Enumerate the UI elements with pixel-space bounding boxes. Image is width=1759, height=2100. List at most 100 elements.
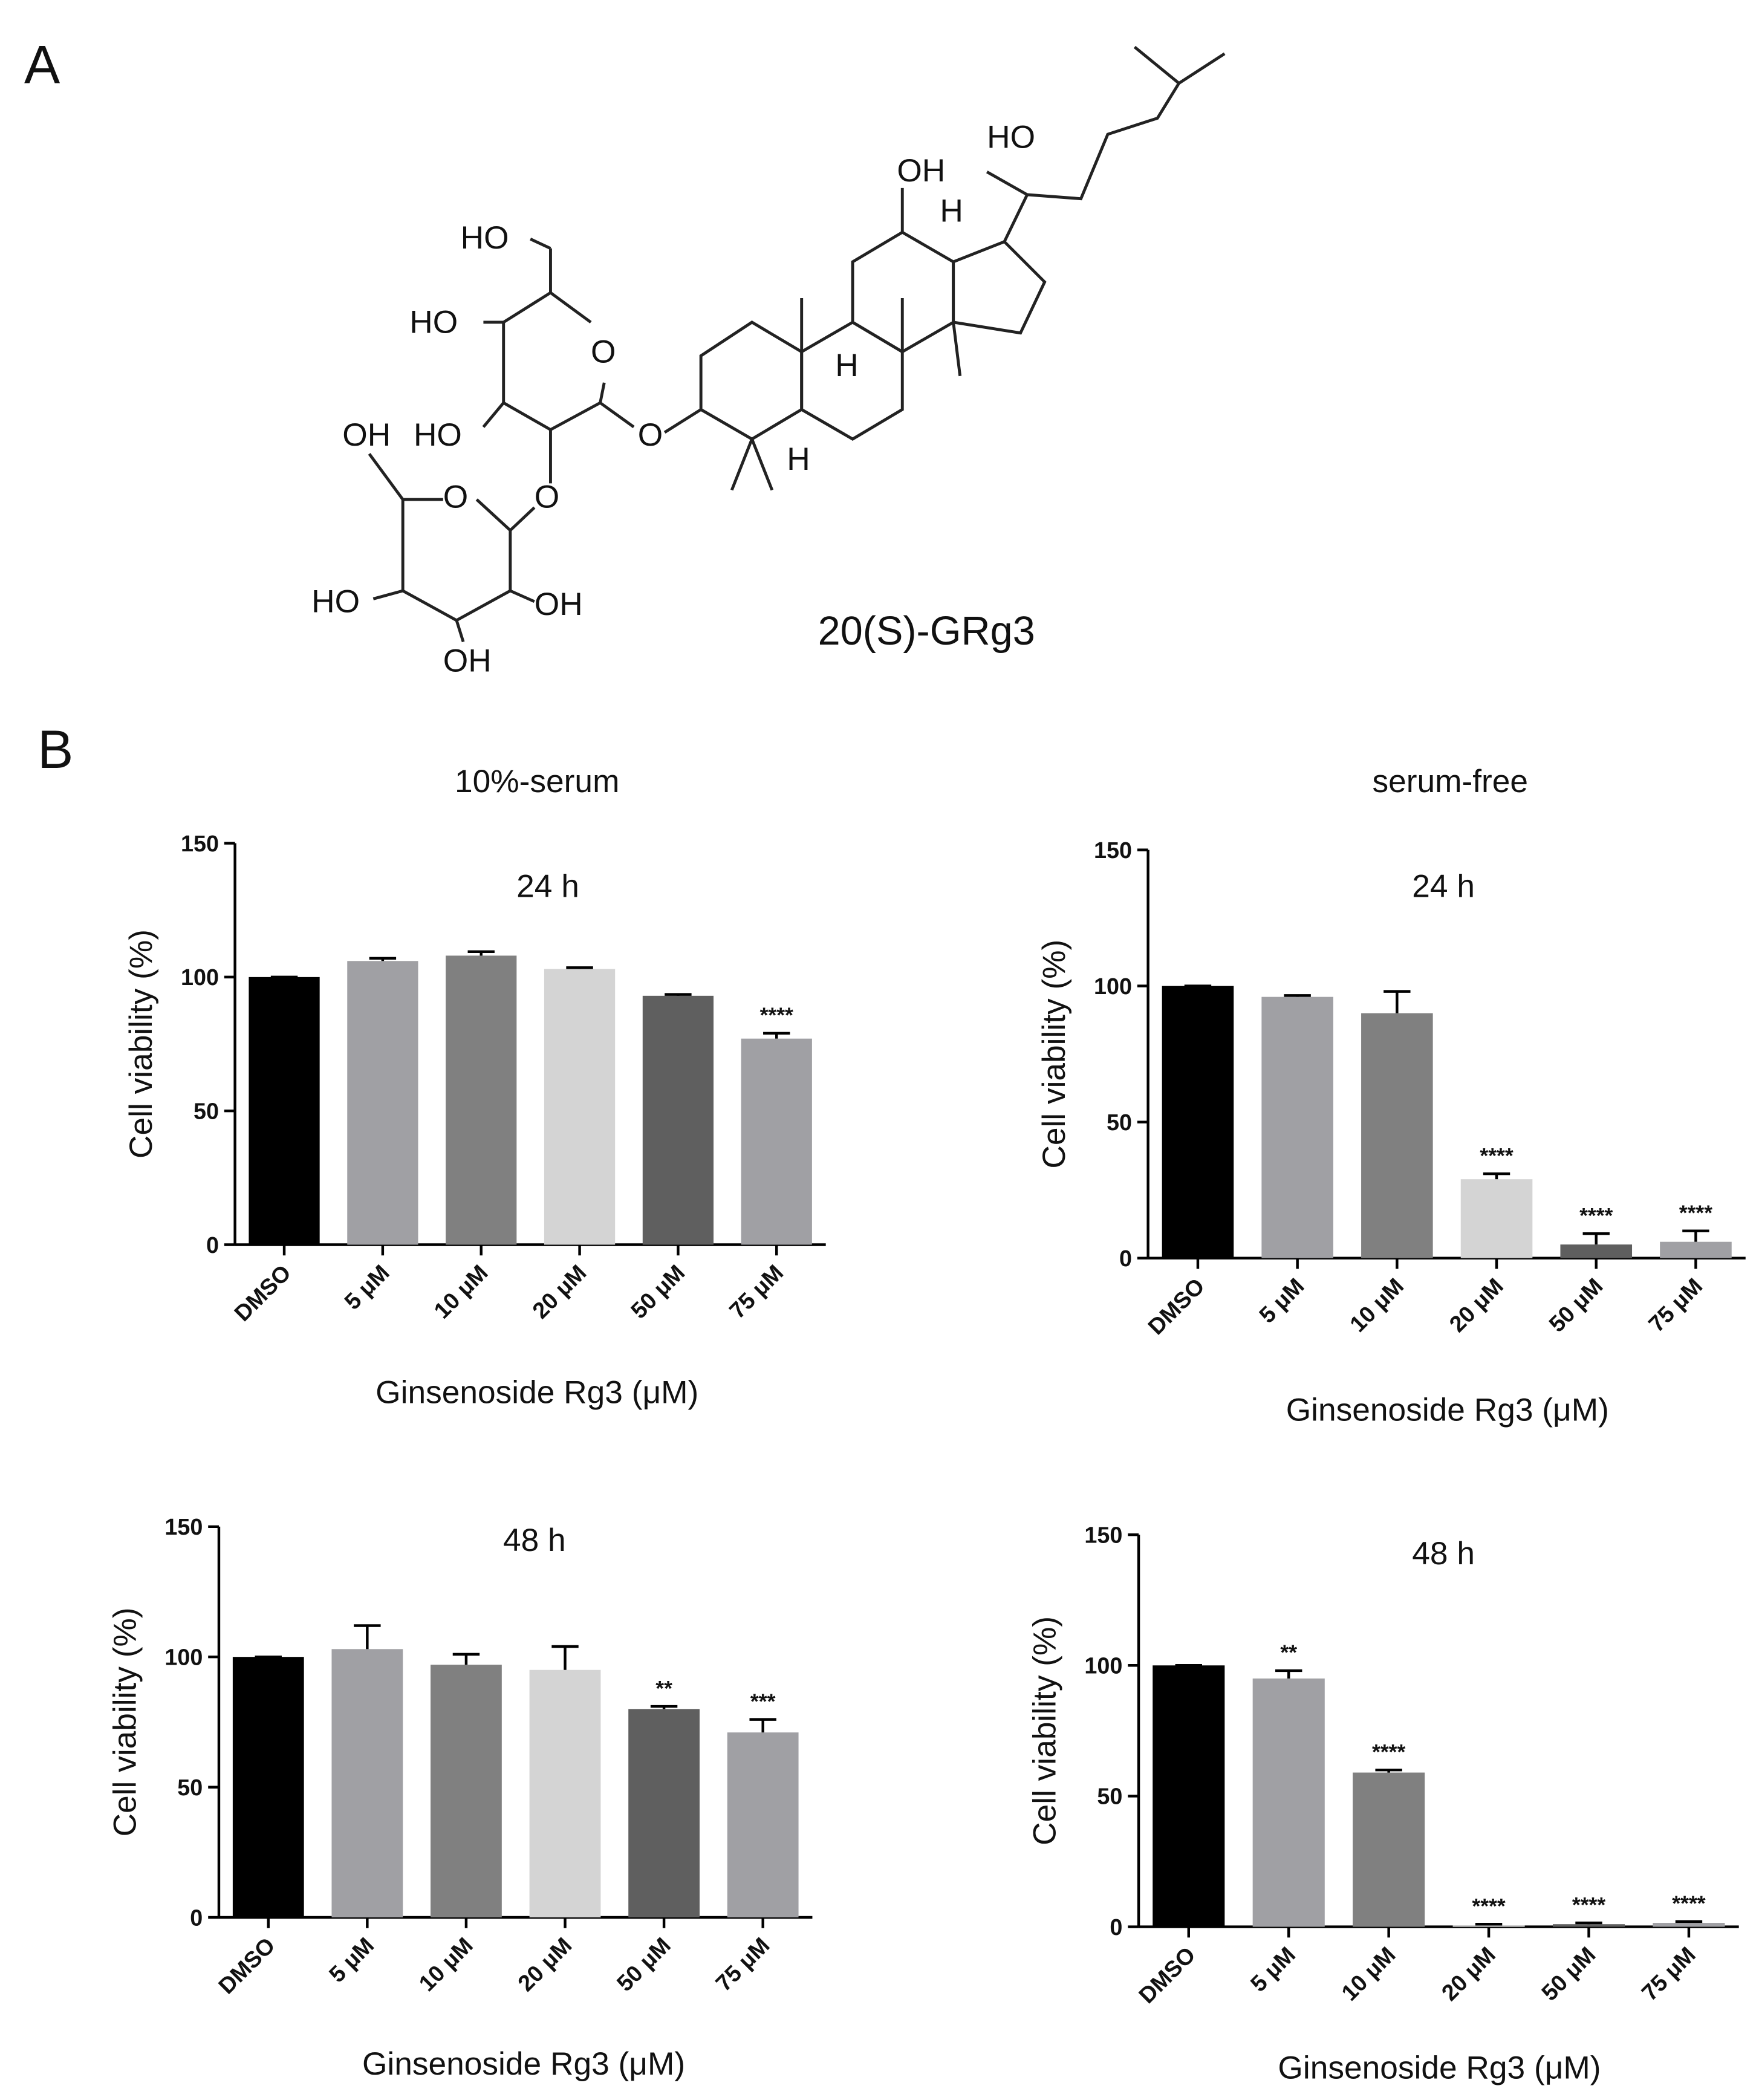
x-tick-label: 20 μM xyxy=(1445,1273,1508,1337)
bar xyxy=(544,969,616,1245)
column-heading: 10%-serum xyxy=(455,764,619,799)
significance-label: **** xyxy=(1679,1201,1712,1225)
x-tick-label: 50 μM xyxy=(612,1933,675,1996)
error-bar xyxy=(1375,1768,1402,1773)
chart-title: 48 h xyxy=(1412,1536,1475,1572)
error-bar xyxy=(749,1718,776,1733)
x-axis-label: Ginsenoside Rg3 (μM) xyxy=(362,2046,685,2082)
x-tick-label: 10 μM xyxy=(1336,1942,1400,2005)
x-tick-label: 10 μM xyxy=(1345,1273,1408,1337)
bar xyxy=(1660,1241,1732,1258)
atom-label: OH xyxy=(443,643,492,678)
bar xyxy=(446,955,517,1245)
error-bar xyxy=(1275,1669,1302,1679)
error-bar xyxy=(1383,990,1411,1013)
y-tick-label: 150 xyxy=(1094,837,1132,863)
x-tick-label: 50 μM xyxy=(1544,1273,1607,1337)
error-bar xyxy=(551,1645,579,1670)
atom-label: HO xyxy=(987,119,1035,155)
error-bar xyxy=(650,1705,678,1709)
x-tick-label: 10 μM xyxy=(414,1933,478,1996)
bar xyxy=(1460,1179,1533,1258)
bar xyxy=(347,961,418,1245)
atom-label: O xyxy=(535,479,559,515)
y-axis-label: Cell viability (%) xyxy=(1027,1616,1062,1845)
x-axis-label: Ginsenoside Rg3 (μM) xyxy=(376,1375,698,1411)
y-axis-label: Cell viability (%) xyxy=(107,1607,143,1836)
panel-label: B xyxy=(37,720,73,779)
bar xyxy=(1252,1678,1325,1927)
significance-label: **** xyxy=(1372,1740,1405,1764)
atom-label: H xyxy=(940,193,963,229)
significance-label: **** xyxy=(1672,1891,1705,1916)
bar xyxy=(741,1038,812,1245)
x-tick-label: DMSO xyxy=(1134,1942,1200,2008)
x-tick-label: 5 μM xyxy=(324,1933,379,1988)
error-bar xyxy=(354,1624,381,1650)
significance-label: **** xyxy=(1472,1894,1505,1918)
x-tick-label: 75 μM xyxy=(724,1260,788,1323)
bar xyxy=(1162,986,1234,1258)
x-tick-label: 75 μM xyxy=(1644,1273,1707,1337)
panel-label: A xyxy=(24,35,60,95)
significance-label: **** xyxy=(1480,1143,1513,1168)
y-tick-label: 0 xyxy=(190,1905,203,1930)
bar xyxy=(1261,996,1333,1258)
x-tick-label: 75 μM xyxy=(1637,1942,1700,2005)
y-axis-label: Cell viability (%) xyxy=(1036,940,1072,1169)
y-tick-label: 50 xyxy=(1097,1784,1122,1809)
y-tick-label: 150 xyxy=(181,831,219,856)
atom-label: OH xyxy=(535,587,583,622)
atom-label: O xyxy=(591,334,616,370)
bar xyxy=(1653,1923,1725,1927)
bar xyxy=(642,995,714,1245)
error-bar xyxy=(1483,1172,1510,1180)
y-tick-label: 100 xyxy=(181,964,219,990)
chart-title: 24 h xyxy=(1412,868,1475,904)
error-bar xyxy=(1284,994,1311,997)
bar xyxy=(1452,1925,1525,1927)
atom-label: HO xyxy=(409,305,458,340)
x-tick-label: 75 μM xyxy=(710,1933,774,1996)
chart-title: 24 h xyxy=(516,868,579,904)
x-tick-label: 50 μM xyxy=(626,1260,689,1323)
significance-label: ** xyxy=(655,1676,672,1700)
y-tick-label: 0 xyxy=(1110,1914,1122,1940)
bar xyxy=(431,1665,502,1917)
x-tick-label: 10 μM xyxy=(429,1260,492,1323)
x-tick-label: 5 μM xyxy=(1254,1273,1309,1328)
y-tick-label: 0 xyxy=(1119,1246,1132,1271)
x-axis-label: Ginsenoside Rg3 (μM) xyxy=(1278,2050,1601,2085)
y-axis-label: Cell viability (%) xyxy=(123,929,159,1159)
x-tick-label: 20 μM xyxy=(513,1933,576,1996)
atom-label: HO xyxy=(461,220,509,256)
column-heading: serum-free xyxy=(1372,764,1528,799)
y-tick-label: 100 xyxy=(164,1645,203,1670)
significance-label: *** xyxy=(750,1689,776,1714)
significance-label: **** xyxy=(1579,1203,1613,1227)
y-tick-label: 0 xyxy=(206,1232,219,1258)
error-bar xyxy=(452,1653,480,1665)
bar xyxy=(232,1657,304,1917)
y-tick-label: 50 xyxy=(193,1098,219,1123)
x-tick-label: DMSO xyxy=(229,1260,296,1326)
compound-name: 20(S)-GRg3 xyxy=(818,609,1035,654)
bar xyxy=(1560,1244,1633,1258)
bar xyxy=(331,1649,403,1917)
error-bar xyxy=(1675,1920,1703,1923)
bar xyxy=(727,1732,799,1917)
atom-label: O xyxy=(443,479,468,515)
error-bar xyxy=(566,966,593,969)
error-bar xyxy=(1582,1232,1610,1245)
atom-label: H xyxy=(787,441,810,477)
bar xyxy=(249,977,320,1245)
x-tick-label: 5 μM xyxy=(1246,1942,1301,1997)
y-tick-label: 150 xyxy=(164,1514,203,1539)
atom-label: OH xyxy=(342,417,391,453)
x-axis-label: Ginsenoside Rg3 (μM) xyxy=(1286,1392,1609,1428)
error-bar xyxy=(1475,1923,1503,1926)
y-tick-label: 100 xyxy=(1084,1653,1122,1679)
x-tick-label: 20 μM xyxy=(1437,1942,1500,2005)
atom-label: OH xyxy=(897,153,945,189)
